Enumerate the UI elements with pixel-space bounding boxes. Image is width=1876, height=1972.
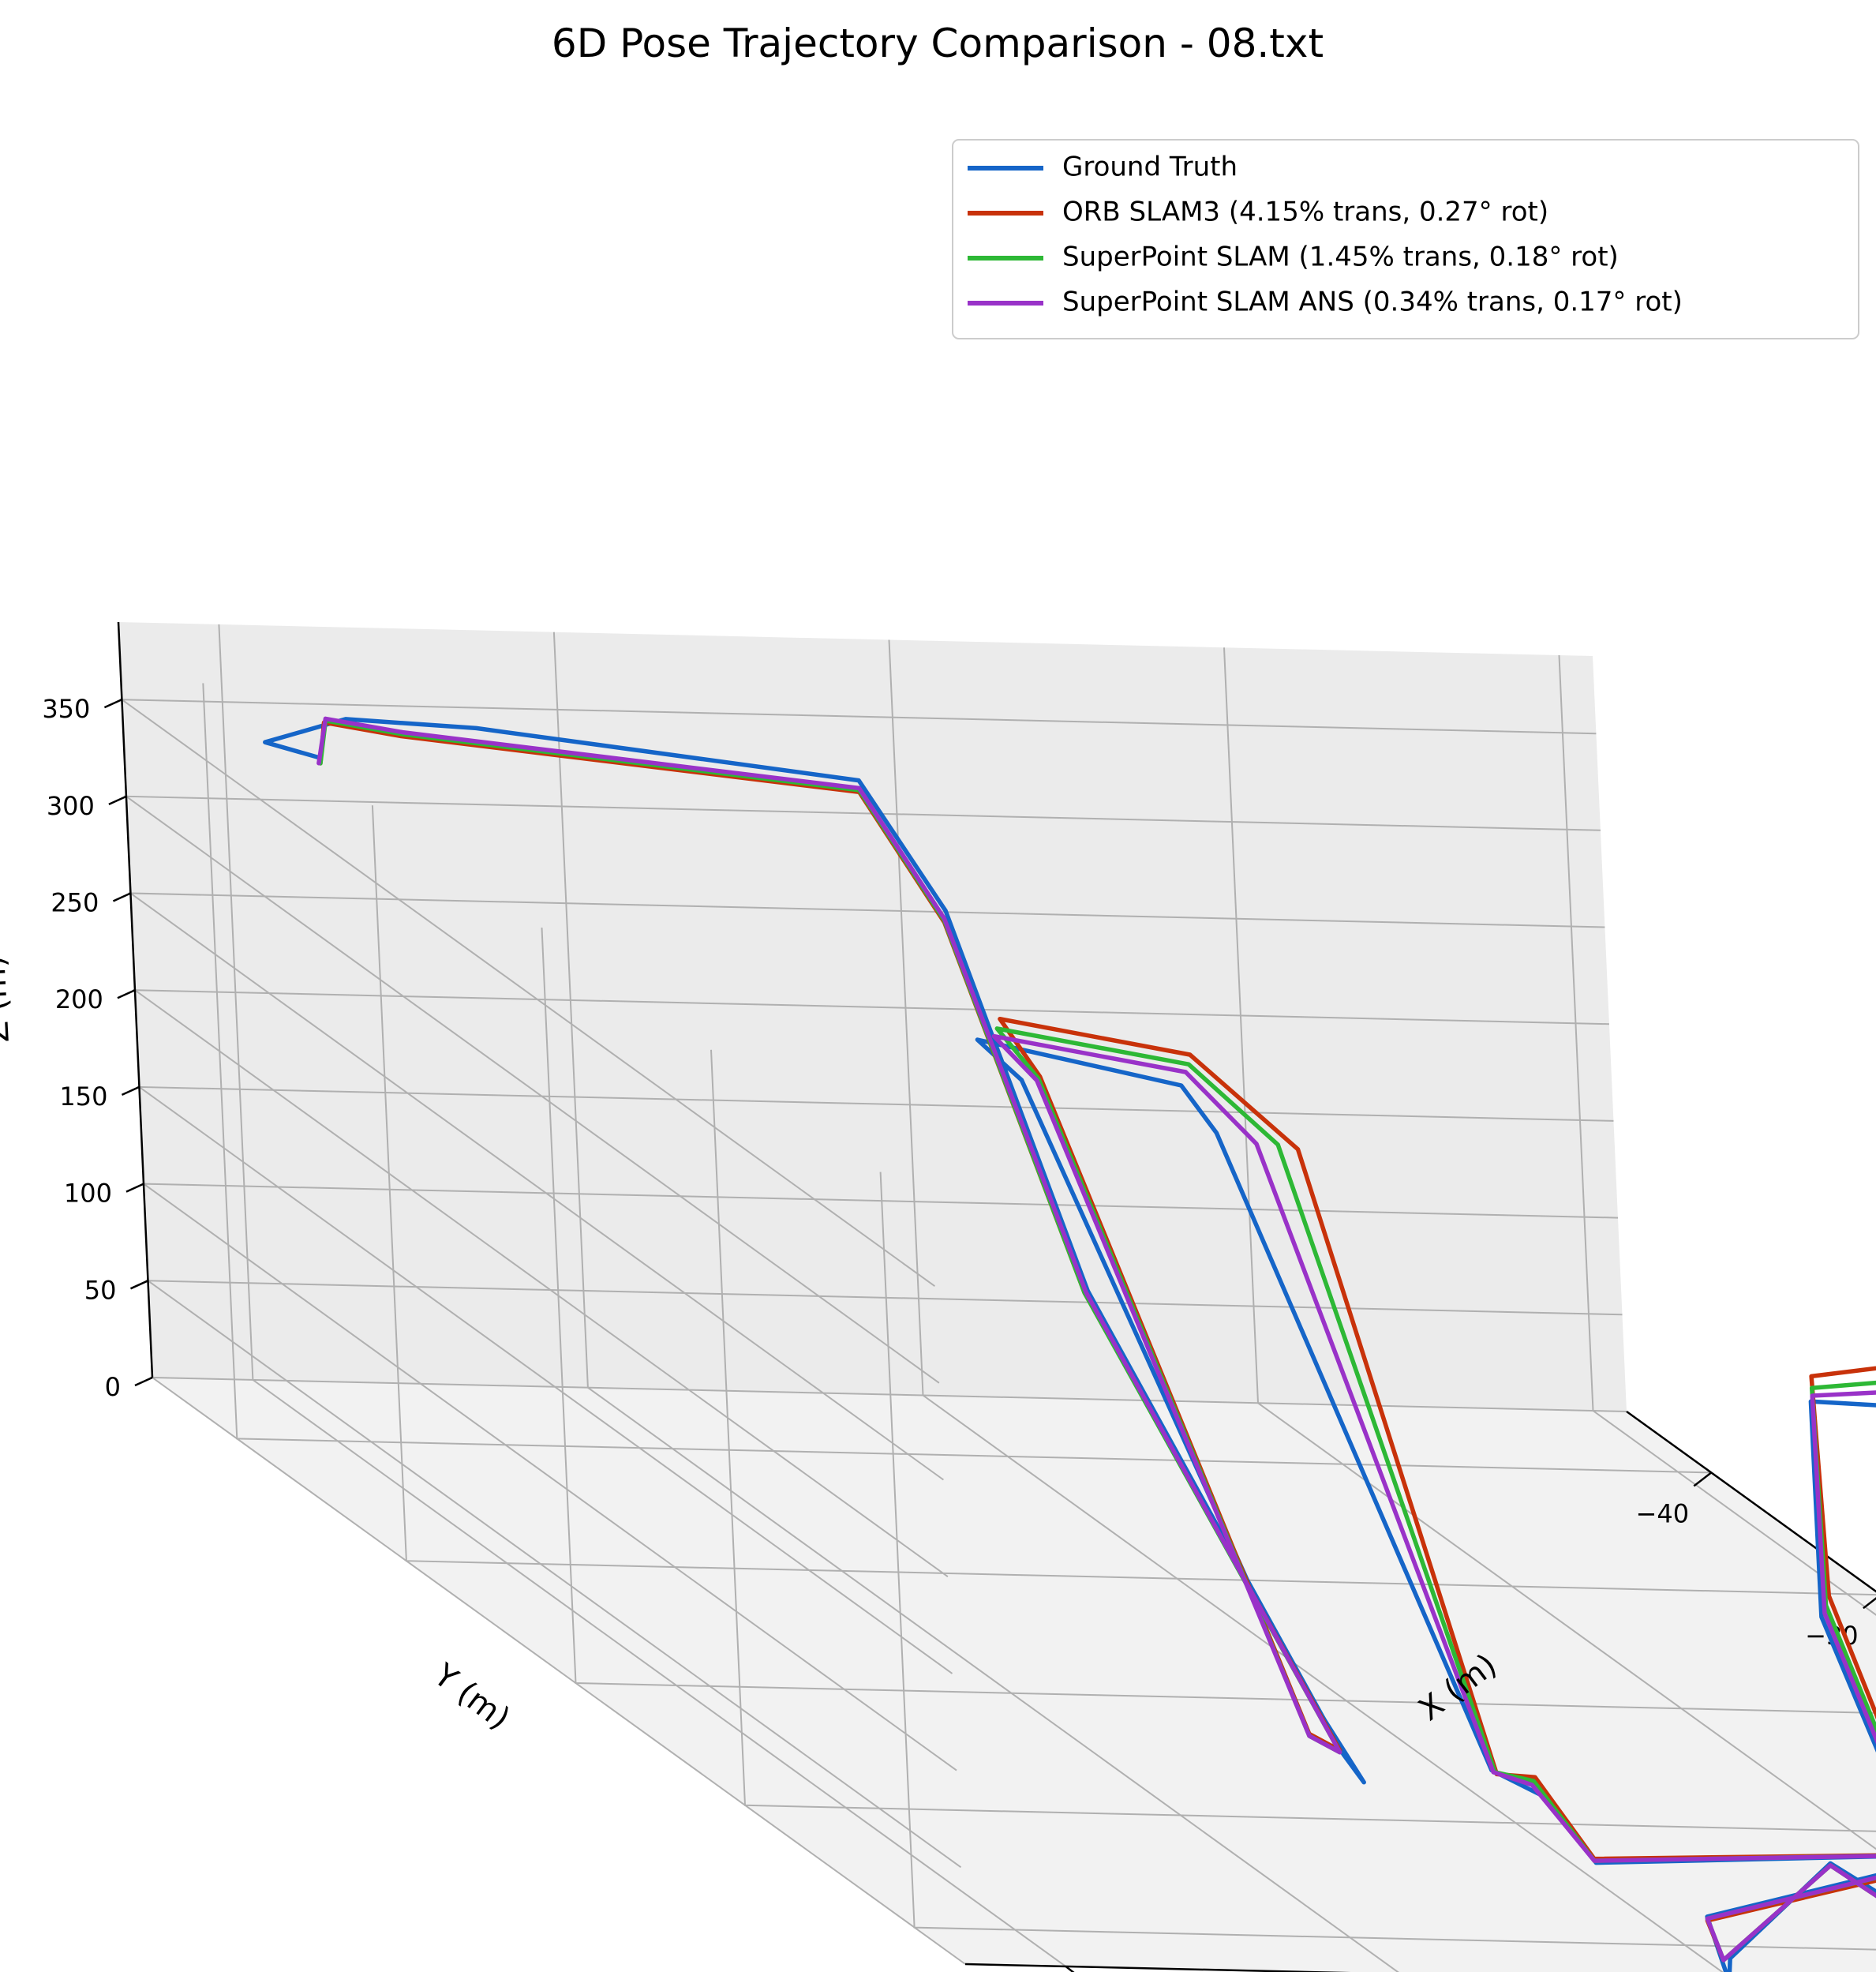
z-tick-label: 50 xyxy=(84,1275,117,1305)
legend-label: SuperPoint SLAM (1.45% trans, 0.18° rot) xyxy=(1062,242,1619,273)
z-tick-mark xyxy=(129,1280,149,1290)
y-tick-label: −40 xyxy=(1636,1498,1690,1528)
z-axis-line xyxy=(117,621,154,1378)
series-line-4 xyxy=(316,716,1876,1963)
x-tick-mark xyxy=(1065,1965,1075,1972)
back-wall-pane xyxy=(118,622,1627,1412)
z-tick-mark xyxy=(103,699,122,709)
axis-lines xyxy=(117,621,1876,1972)
axes-panes xyxy=(118,622,1876,1972)
y-axis-label: Y (m) xyxy=(426,1656,516,1737)
z-tick-label: 350 xyxy=(42,694,90,724)
axis-ticks: −400−2000200400−40−30−20−100050100150200… xyxy=(42,694,1876,1972)
z-tick-label: 100 xyxy=(64,1179,112,1209)
chart-title: 6D Pose Trajectory Comparison - 08.txt xyxy=(552,21,1324,66)
legend-label: ORB SLAM3 (4.15% trans, 0.27° rot) xyxy=(1062,197,1548,228)
z-tick-mark xyxy=(108,795,127,805)
z-tick-mark xyxy=(112,892,131,902)
y-tick-mark xyxy=(1693,1472,1713,1487)
y-axis-line xyxy=(1626,1410,1876,1593)
legend-frame xyxy=(952,139,1859,339)
chart-title-group: 6D Pose Trajectory Comparison - 08.txt xyxy=(552,21,1324,66)
legend-label: SuperPoint SLAM ANS (0.34% trans, 0.17° … xyxy=(1062,287,1683,318)
y-tick-mark xyxy=(1863,1597,1876,1610)
z-tick-label: 150 xyxy=(59,1082,107,1112)
z-tick-label: 200 xyxy=(55,984,103,1014)
z-tick-mark xyxy=(121,1085,140,1097)
z-tick-label: 250 xyxy=(51,888,99,918)
z-tick-label: 300 xyxy=(47,791,95,821)
z-axis-label: Z (m) xyxy=(0,954,17,1044)
series-lines xyxy=(263,716,1876,1972)
legend: Ground Truth ORB SLAM3 (4.15% trans, 0.27… xyxy=(952,139,1859,339)
x-axis-line xyxy=(964,1963,1351,1972)
z-tick-mark xyxy=(117,989,136,999)
z-tick-mark xyxy=(125,1183,144,1193)
z-tick-label: 0 xyxy=(105,1372,121,1402)
z-tick-mark xyxy=(134,1376,153,1387)
legend-label: Ground Truth xyxy=(1062,152,1238,183)
